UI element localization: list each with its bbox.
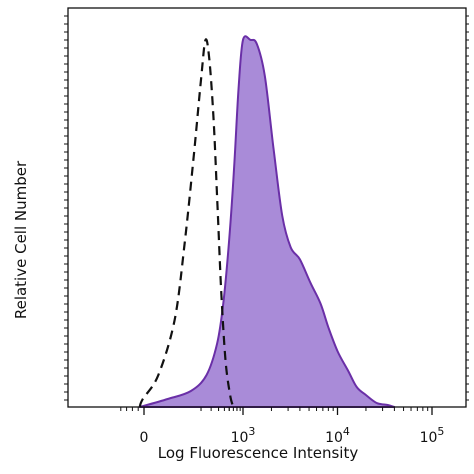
x-tick-label-exponent: 3 (248, 425, 255, 438)
x-tick-label-base: 10 (231, 430, 249, 446)
sample-histogram-filled (138, 35, 396, 408)
control-histogram-dashed (138, 38, 235, 408)
x-tick-label: 105 (420, 425, 445, 446)
y-axis-title: Relative Cell Number (12, 160, 30, 319)
x-tick-label: 104 (325, 425, 350, 446)
x-tick-label: 0 (140, 430, 149, 446)
x-tick-label: 103 (231, 425, 256, 446)
x-tick-label-base: 10 (325, 430, 343, 446)
x-tick-label-base: 10 (420, 430, 438, 446)
x-axis-title: Log Fluorescence Intensity (158, 444, 359, 462)
x-tick-label-base: 0 (140, 430, 149, 446)
x-tick-label-exponent: 4 (343, 425, 350, 438)
x-tick-label-exponent: 5 (437, 425, 444, 438)
